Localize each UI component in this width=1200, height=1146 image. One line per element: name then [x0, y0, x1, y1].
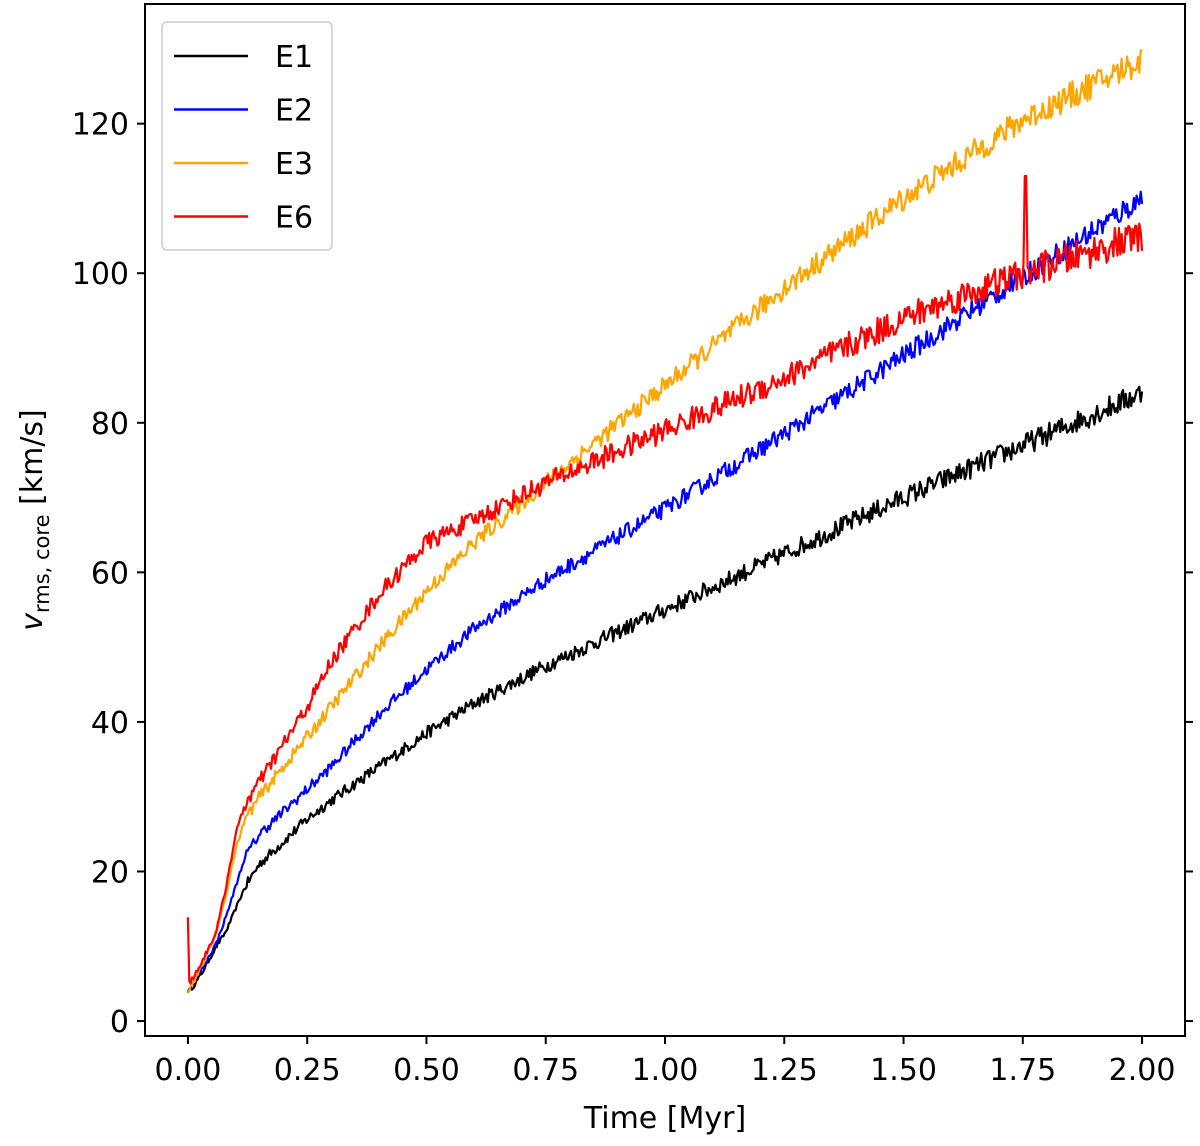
- x-tick-label: 2.00: [1109, 1053, 1176, 1088]
- x-tick-label: 0.75: [512, 1053, 579, 1088]
- x-tick-label: 1.50: [870, 1053, 937, 1088]
- y-tick-label: 80: [91, 407, 129, 442]
- x-tick-label: 1.00: [632, 1053, 699, 1088]
- y-tick-label: 20: [91, 855, 129, 890]
- x-axis-ticks: 0.00 0.25 0.50 0.75 1.00 1.25 1.50 1.75 2.00: [155, 1036, 1176, 1088]
- legend-entries: E1 E2 E3 E6: [174, 40, 313, 236]
- x-tick-label: 0.50: [393, 1053, 460, 1088]
- x-tick-label: 0.00: [155, 1053, 222, 1088]
- y-axis-label-subscript: rms, core: [30, 515, 54, 614]
- series-line-e6: [186, 174, 1144, 985]
- series-line-e1: [186, 385, 1144, 993]
- y-tick-label: 0: [110, 1005, 129, 1040]
- legend-label-e1: E1: [275, 40, 313, 75]
- legend: E1 E2 E3 E6: [161, 21, 333, 251]
- series-line-e2: [186, 190, 1144, 994]
- y-axis-label: vrms, core [km/s]: [15, 409, 54, 631]
- series-line-e3: [186, 49, 1143, 994]
- y-tick-label: 120: [72, 108, 129, 143]
- y-tick-label: 60: [91, 556, 129, 591]
- legend-label-e6: E6: [275, 201, 313, 236]
- legend-box: [161, 21, 333, 251]
- legend-label-e3: E3: [275, 147, 313, 182]
- x-axis-label: Time [Myr]: [583, 1101, 746, 1136]
- x-tick-label: 1.25: [751, 1053, 818, 1088]
- y-tick-label: 100: [72, 257, 129, 292]
- y-axis-ticks: 0 20 40 60 80 100 120: [72, 108, 1193, 1040]
- legend-label-e2: E2: [275, 94, 313, 129]
- series-layer: [186, 49, 1144, 994]
- y-axis-label-main: v: [15, 612, 50, 631]
- x-tick-label: 1.75: [989, 1053, 1056, 1088]
- y-axis-label-unit: [km/s]: [15, 409, 50, 514]
- y-tick-label: 40: [91, 706, 129, 741]
- x-tick-label: 0.25: [274, 1053, 341, 1088]
